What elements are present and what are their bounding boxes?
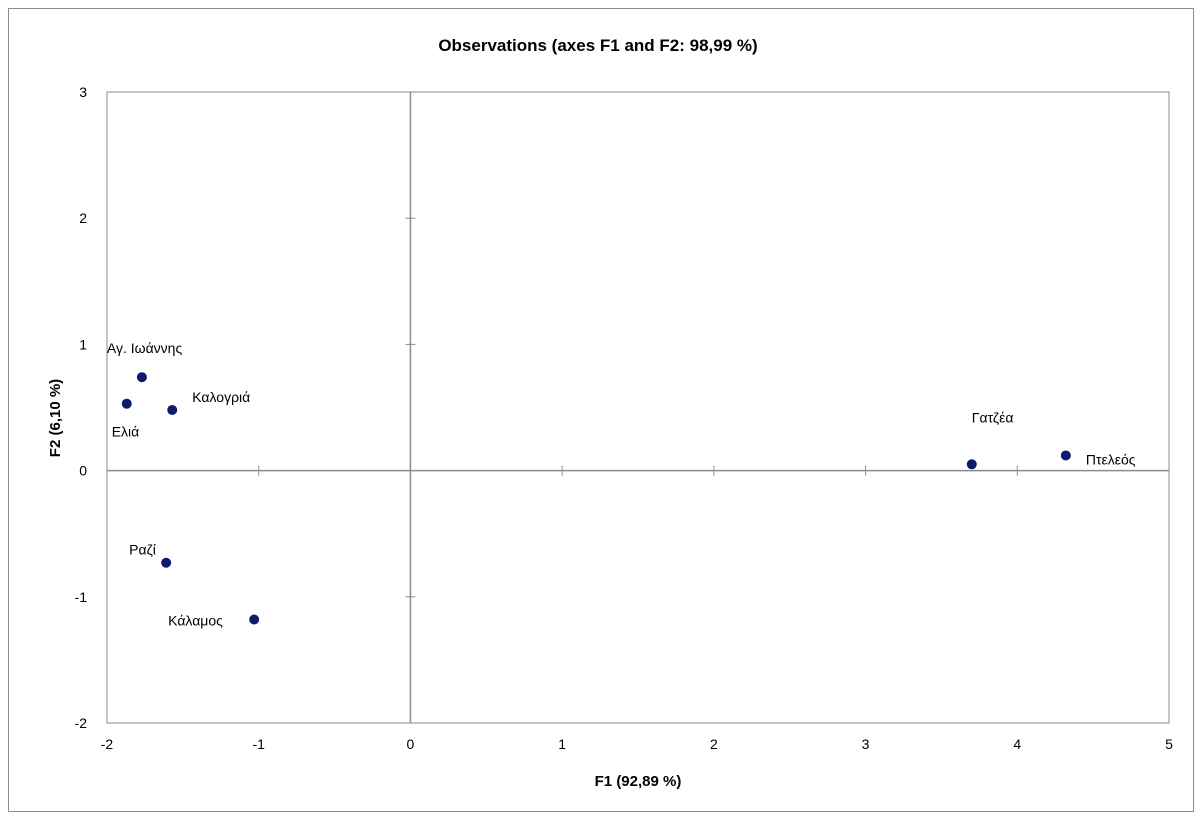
y-tick-label: 0 xyxy=(79,463,87,479)
x-tick-label: 2 xyxy=(710,736,718,752)
data-point xyxy=(136,372,147,383)
y-tick-label: 3 xyxy=(79,84,87,100)
x-tick-label: 0 xyxy=(407,736,415,752)
chart-title: Observations (axes F1 and F2: 98,99 %) xyxy=(438,36,757,55)
plot-area: -2 -1 0 1 2 3 4 5 -2 -1 0 1 2 3 Αγ. Ιωάννης Καλογριά Ελι… xyxy=(75,84,1174,752)
data-point-label: Καλογριά xyxy=(192,389,250,405)
y-tick-label: -1 xyxy=(75,589,88,605)
data-point xyxy=(966,459,977,470)
x-tick-label: 5 xyxy=(1165,736,1173,752)
x-tick-label: 4 xyxy=(1013,736,1021,752)
x-tick-label: 1 xyxy=(558,736,566,752)
y-tick-label: 1 xyxy=(79,336,87,352)
y-tick-label: 2 xyxy=(79,210,87,226)
chart-frame xyxy=(8,8,1194,812)
data-point-label: Πτελεός xyxy=(1086,451,1136,467)
y-axis-title: F2 (6,10 %) xyxy=(47,379,64,457)
data-point-label: Γατζέα xyxy=(972,409,1014,425)
data-point xyxy=(249,614,260,625)
plot-border xyxy=(106,91,1170,724)
data-point-label: Ελιά xyxy=(112,424,140,440)
data-point xyxy=(1060,450,1071,461)
data-point-label: Αγ. Ιωάννης xyxy=(107,340,183,356)
data-point-label: Κάλαμος xyxy=(168,613,223,629)
x-tick-label: 3 xyxy=(862,736,870,752)
x-axis-title: F1 (92,89 %) xyxy=(595,773,682,790)
data-point xyxy=(121,398,132,409)
x-tick-label: -2 xyxy=(101,736,114,752)
x-tick-label: -1 xyxy=(252,736,265,752)
data-point-label: Ραζί xyxy=(129,542,156,558)
data-point xyxy=(161,557,172,568)
y-tick-label: -2 xyxy=(75,715,88,731)
data-point xyxy=(167,405,178,416)
